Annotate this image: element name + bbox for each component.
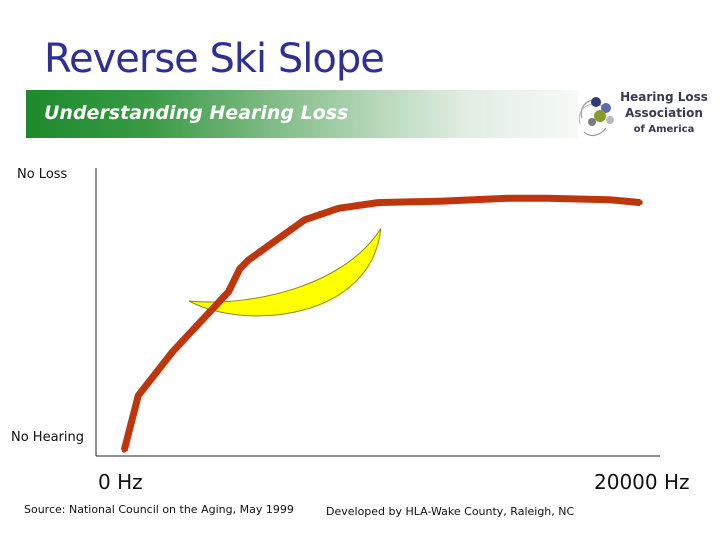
logo-line-2: Association (625, 106, 703, 120)
data-point (637, 200, 643, 206)
y-tick-label-no-hearing: No Hearing (11, 430, 84, 445)
data-point (245, 257, 251, 263)
data-point (440, 198, 446, 204)
data-point (606, 197, 612, 203)
x-tick-label-0hz: 0 Hz (98, 470, 143, 494)
speech-banana (188, 228, 382, 317)
title-banner: Understanding Hearing Loss (26, 90, 578, 138)
data-point (302, 217, 308, 223)
banner-text: Understanding Hearing Loss (44, 102, 349, 124)
series-line (120, 194, 641, 452)
x-tick-label-20000hz: 20000 Hz (594, 470, 690, 494)
logo-line-1: Hearing Loss (620, 90, 708, 104)
data-point (505, 195, 511, 201)
data-point (226, 289, 232, 295)
logo-swirl-icon (578, 97, 614, 137)
y-tick-label-no-loss: No Loss (17, 167, 68, 182)
logo-line-3: of America (633, 124, 695, 135)
data-point (375, 200, 381, 206)
data-point (336, 205, 342, 211)
data-point (121, 447, 127, 453)
slide-title: Reverse Ski Slope (44, 36, 385, 82)
hlaa-logo: Hearing Loss Association of America (576, 88, 712, 144)
data-point (135, 393, 141, 399)
data-point (169, 349, 175, 355)
data-point (237, 266, 243, 272)
data-point (544, 195, 550, 201)
source-note: Source: National Council on the Aging, M… (24, 503, 294, 516)
credit-note: Developed by HLA-Wake County, Raleigh, N… (326, 505, 575, 518)
